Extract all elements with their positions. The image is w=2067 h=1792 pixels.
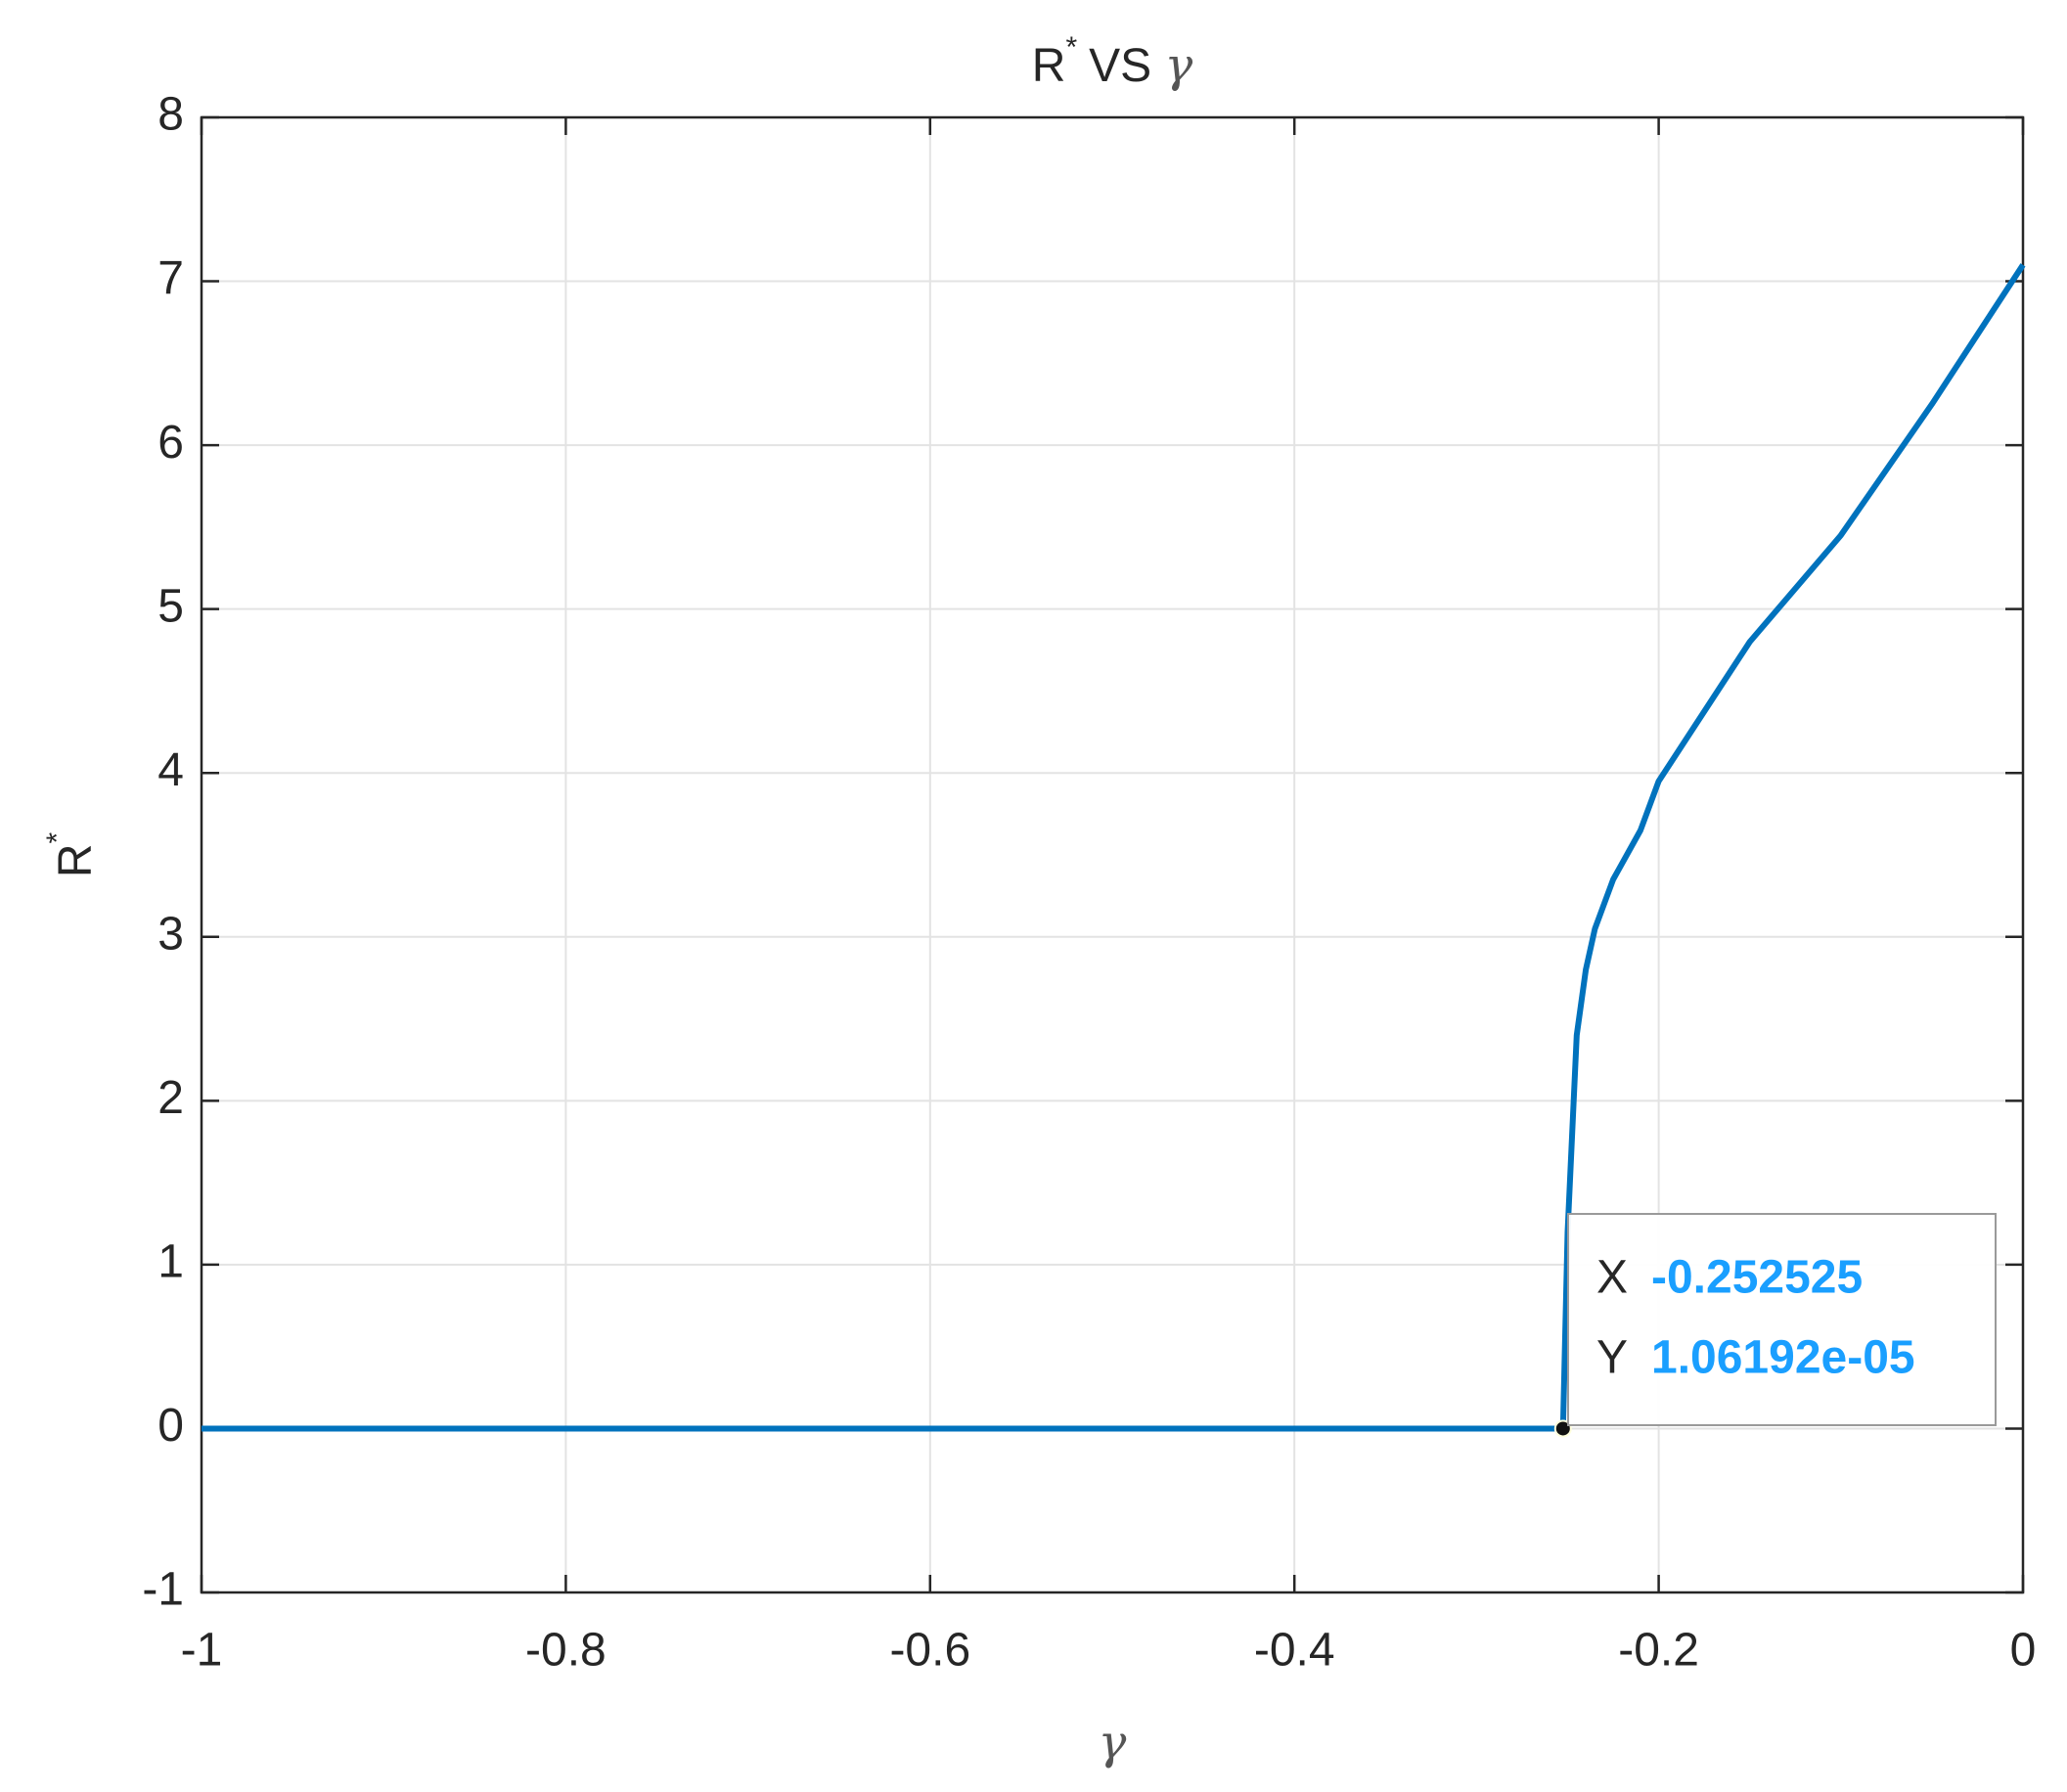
y-tick-label: 0 bbox=[157, 1400, 184, 1452]
plot-frame bbox=[200, 115, 2025, 1594]
datatip-y-value: 1.06192e-05 bbox=[1651, 1332, 1915, 1384]
x-tick-label: -0.8 bbox=[525, 1625, 607, 1677]
datatip-x-name: X bbox=[1596, 1252, 1628, 1304]
datatip: X -0.252525 Y 1.06192e-05 bbox=[1567, 1213, 1997, 1426]
datatip-y-name: Y bbox=[1596, 1332, 1628, 1384]
y-tick-label: 4 bbox=[157, 744, 184, 796]
y-tick-label: 2 bbox=[157, 1072, 184, 1124]
y-tick-label: 5 bbox=[157, 580, 184, 632]
datatip-marker bbox=[1553, 1419, 1572, 1438]
y-tick-label: 7 bbox=[157, 252, 184, 304]
y-axis-label: R* bbox=[41, 832, 102, 878]
y-tick-label: 8 bbox=[157, 89, 184, 141]
datatip-x-value: -0.252525 bbox=[1651, 1252, 1863, 1304]
x-tick-label: 0 bbox=[2010, 1625, 2037, 1677]
x-axis-label: γ bbox=[1099, 1716, 1127, 1770]
y-tick-label: 1 bbox=[157, 1236, 184, 1288]
x-tick-label: -0.4 bbox=[1254, 1625, 1335, 1677]
chart-title: R* VS γ bbox=[1032, 31, 1193, 93]
y-tick-label: 3 bbox=[157, 908, 184, 960]
y-tick-label: -1 bbox=[142, 1564, 184, 1616]
x-tick-label: -0.6 bbox=[889, 1625, 970, 1677]
x-tick-label: -1 bbox=[181, 1625, 223, 1677]
x-tick-label: -0.2 bbox=[1618, 1625, 1699, 1677]
y-tick-label: 6 bbox=[157, 417, 184, 469]
datatip-box bbox=[1567, 1213, 1997, 1426]
